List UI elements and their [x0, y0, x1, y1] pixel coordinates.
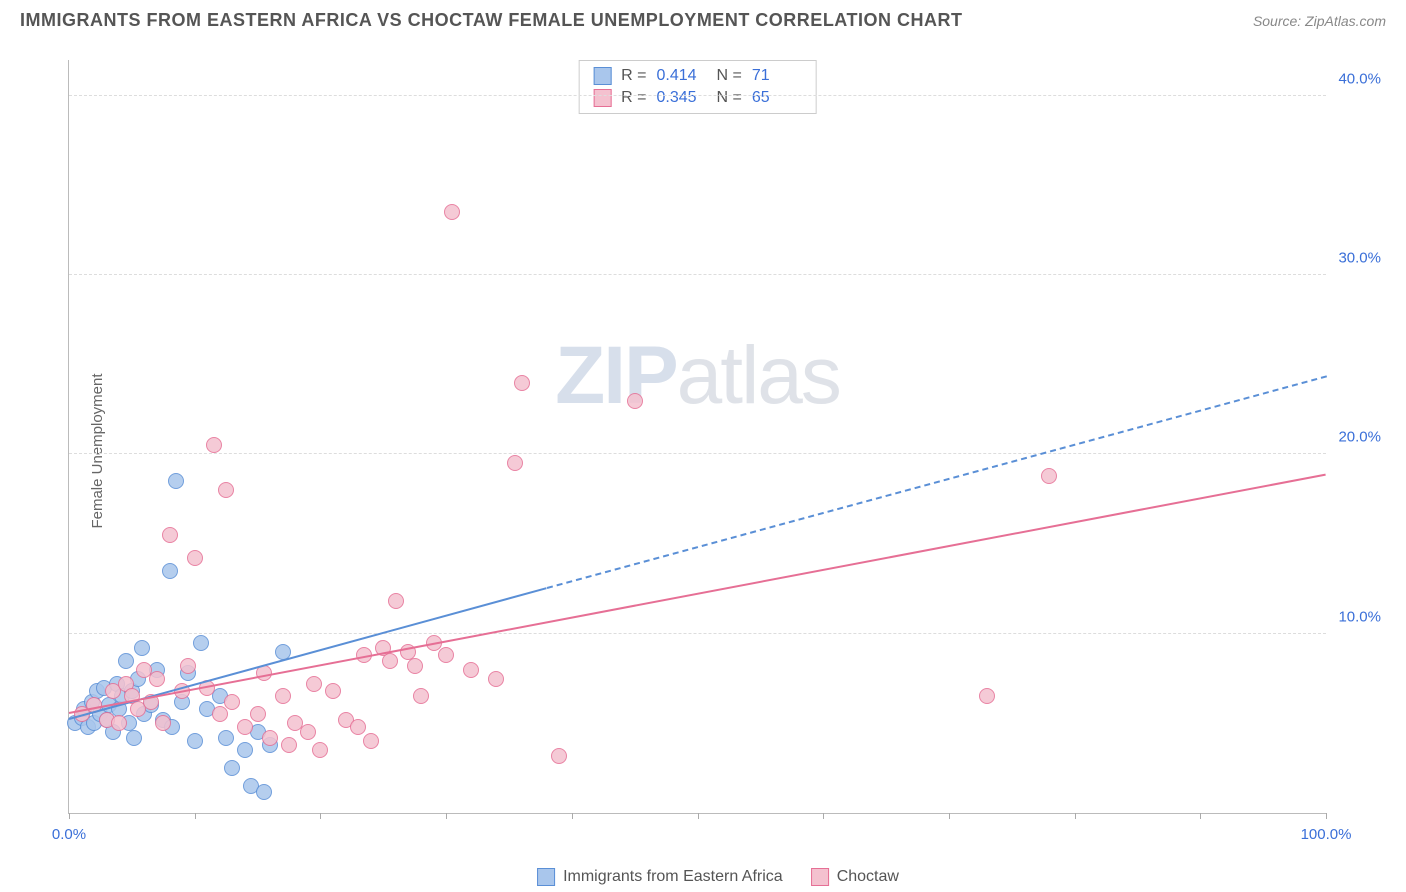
data-point: [118, 653, 134, 669]
chart-title: IMMIGRANTS FROM EASTERN AFRICA VS CHOCTA…: [20, 10, 962, 31]
x-tick: [195, 813, 196, 819]
data-point: [1041, 468, 1057, 484]
x-tick: [320, 813, 321, 819]
data-point: [162, 563, 178, 579]
x-tick-label: 100.0%: [1301, 826, 1352, 843]
swatch-series2: [593, 89, 611, 107]
data-point: [206, 437, 222, 453]
chart-header: IMMIGRANTS FROM EASTERN AFRICA VS CHOCTA…: [0, 0, 1406, 39]
data-point: [507, 455, 523, 471]
data-point: [488, 671, 504, 687]
gridline: [69, 633, 1326, 634]
data-point: [187, 733, 203, 749]
x-tick-label: 0.0%: [52, 826, 86, 843]
stat-n-label: N =: [717, 89, 742, 107]
data-point: [237, 742, 253, 758]
data-point: [134, 640, 150, 656]
data-point: [250, 706, 266, 722]
chart-container: Female Unemployment ZIPatlas R = 0.414 N…: [50, 50, 1386, 852]
data-point: [262, 730, 278, 746]
gridline: [69, 453, 1326, 454]
legend-item-1: Immigrants from Eastern Africa: [537, 868, 783, 886]
data-point: [306, 676, 322, 692]
stats-row-series1: R = 0.414 N = 71: [593, 65, 802, 87]
data-point: [256, 784, 272, 800]
data-point: [218, 730, 234, 746]
source-attribution: Source: ZipAtlas.com: [1253, 13, 1386, 29]
bottom-legend: Immigrants from Eastern Africa Choctaw: [537, 868, 899, 886]
legend-swatch-2: [811, 868, 829, 886]
data-point: [212, 706, 228, 722]
stat-r-value-2: 0.345: [657, 89, 707, 107]
y-tick-label: 40.0%: [1338, 70, 1381, 87]
gridline: [69, 95, 1326, 96]
data-point: [551, 748, 567, 764]
x-tick: [1326, 813, 1327, 819]
x-tick: [69, 813, 70, 819]
stats-row-series2: R = 0.345 N = 65: [593, 87, 802, 109]
data-point: [111, 715, 127, 731]
data-point: [325, 683, 341, 699]
stat-r-label: R =: [621, 67, 646, 85]
stats-legend-box: R = 0.414 N = 71 R = 0.345 N = 65: [578, 60, 817, 114]
x-tick: [446, 813, 447, 819]
data-point: [388, 593, 404, 609]
data-point: [275, 688, 291, 704]
data-point: [155, 715, 171, 731]
x-tick: [698, 813, 699, 819]
legend-label-2: Choctaw: [837, 868, 899, 886]
x-tick: [949, 813, 950, 819]
legend-swatch-1: [537, 868, 555, 886]
data-point: [438, 647, 454, 663]
y-tick-label: 20.0%: [1338, 429, 1381, 446]
watermark-light: atlas: [677, 330, 840, 421]
data-point: [180, 658, 196, 674]
stat-r-label: R =: [621, 89, 646, 107]
data-point: [312, 742, 328, 758]
trend-line-extrapolated: [546, 375, 1326, 588]
data-point: [162, 527, 178, 543]
data-point: [407, 658, 423, 674]
x-tick: [823, 813, 824, 819]
data-point: [218, 482, 234, 498]
data-point: [627, 393, 643, 409]
data-point: [237, 719, 253, 735]
data-point: [126, 730, 142, 746]
data-point: [363, 733, 379, 749]
data-point: [514, 375, 530, 391]
data-point: [444, 204, 460, 220]
data-point: [168, 473, 184, 489]
data-point: [193, 635, 209, 651]
x-tick: [572, 813, 573, 819]
stat-r-value-1: 0.414: [657, 67, 707, 85]
stat-n-label: N =: [717, 67, 742, 85]
y-tick-label: 10.0%: [1338, 608, 1381, 625]
x-tick: [1075, 813, 1076, 819]
stat-n-value-1: 71: [752, 67, 802, 85]
watermark-bold: ZIP: [555, 330, 677, 421]
data-point: [300, 724, 316, 740]
watermark: ZIPatlas: [555, 329, 840, 423]
x-tick: [1200, 813, 1201, 819]
stat-n-value-2: 65: [752, 89, 802, 107]
data-point: [281, 737, 297, 753]
swatch-series1: [593, 67, 611, 85]
data-point: [149, 671, 165, 687]
gridline: [69, 274, 1326, 275]
legend-label-1: Immigrants from Eastern Africa: [563, 868, 783, 886]
data-point: [382, 653, 398, 669]
data-point: [224, 694, 240, 710]
legend-item-2: Choctaw: [811, 868, 899, 886]
y-tick-label: 30.0%: [1338, 250, 1381, 267]
data-point: [187, 550, 203, 566]
data-point: [224, 760, 240, 776]
data-point: [463, 662, 479, 678]
data-point: [350, 719, 366, 735]
plot-area: ZIPatlas R = 0.414 N = 71 R = 0.345 N = …: [68, 60, 1326, 814]
data-point: [979, 688, 995, 704]
data-point: [413, 688, 429, 704]
